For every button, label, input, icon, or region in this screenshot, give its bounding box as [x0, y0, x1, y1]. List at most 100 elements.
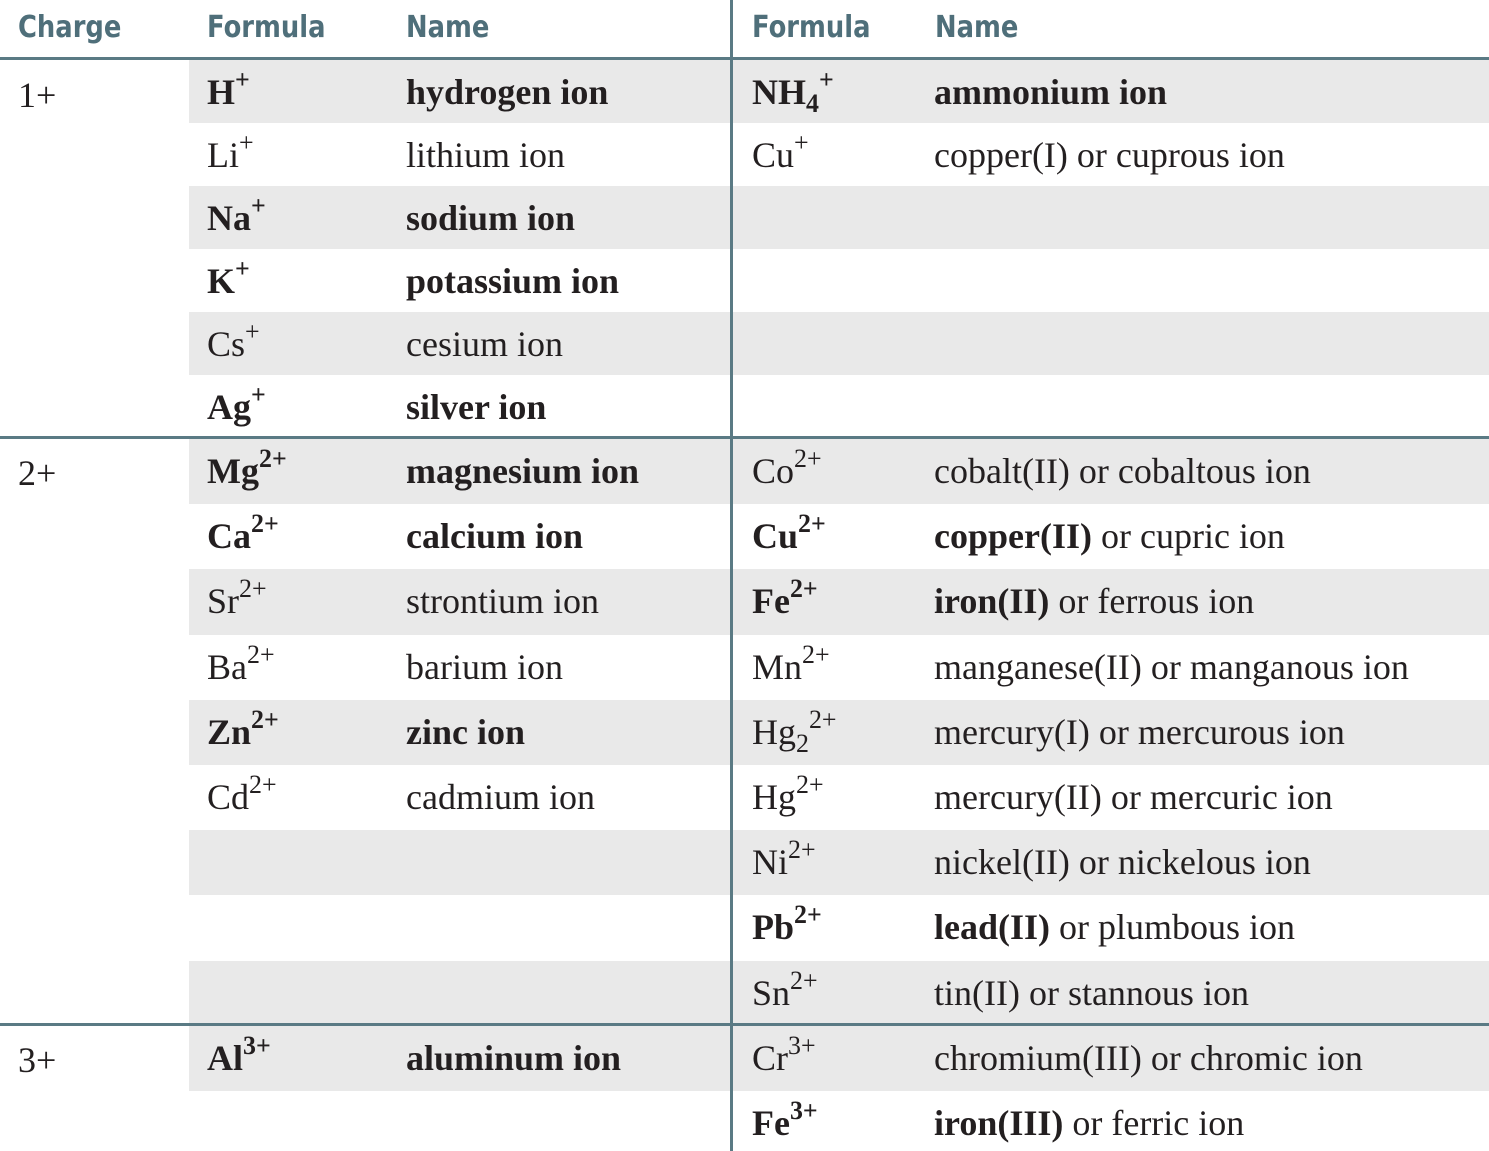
name-rest-part: or ferrous ion [1049, 581, 1255, 622]
right-name-cell: mercury(I) or mercurous ion [934, 714, 1345, 750]
charge-label: 1+ [18, 75, 57, 115]
header-name-left: Name [406, 10, 490, 45]
ion-charge-superscript: + [235, 253, 250, 283]
element-symbol: Ba [207, 646, 247, 687]
element-symbol: Mg [207, 451, 259, 491]
right-name-cell: nickel(II) or nickelous ion [934, 844, 1311, 880]
row-shade [189, 312, 730, 375]
right-name-cell: chromium(III) or chromic ion [934, 1040, 1363, 1076]
name-bold-part: lead(II) [934, 907, 1050, 948]
element-symbol: Co [752, 451, 795, 491]
right-name-cell: lead(II) or plumbous ion [934, 909, 1295, 945]
ion-formula: Cs+ [207, 318, 260, 364]
right-name-cell: manganese(II) or manganous ion [934, 649, 1409, 685]
right-name-cell: copper(II) or cupric ion [934, 518, 1285, 554]
element-symbol: Na [207, 198, 251, 238]
row-shade [189, 960, 730, 1026]
header-name-right: Name [935, 10, 1019, 45]
right-name-cell: iron(II) or ferrous ion [934, 583, 1254, 619]
name-rest-part: or cupric ion [1091, 516, 1285, 557]
left-name-cell: cadmium ion [406, 777, 595, 817]
ion-formula: H+ [207, 66, 250, 112]
element-symbol: Li [207, 135, 239, 175]
right-formula-cell: Cr3+ [752, 1032, 816, 1078]
row-shade [733, 960, 1489, 1026]
element-symbol: Cu [752, 516, 799, 557]
ion-charge-superscript: 2+ [249, 769, 277, 799]
ion-formula: Sr2+ [207, 576, 267, 621]
name-rest-part: tin(II) or stannous ion [934, 972, 1249, 1013]
element-symbol: Sn [752, 972, 791, 1013]
ion-charge-superscript: 2+ [251, 509, 279, 539]
element-symbol: Ca [207, 516, 251, 557]
row-shade [733, 699, 1489, 765]
right-name-cell: cobalt(II) or cobaltous ion [934, 453, 1311, 489]
element-symbol: Cd [207, 777, 250, 817]
ion-formula: Ba2+ [207, 641, 275, 687]
ion-charge-superscript: + [245, 316, 260, 346]
ion-formula: Ca2+ [207, 511, 279, 557]
ion-formula: Hg22+ [752, 706, 837, 756]
name-rest-part: chromium(III) or chromic ion [934, 1038, 1363, 1078]
element-symbol: NH [752, 72, 806, 112]
ion-charge-superscript: 2+ [802, 639, 830, 669]
left-name-cell: aluminum ion [406, 1038, 622, 1078]
ion-charge-superscript: 2+ [794, 443, 822, 473]
left-formula-cell: Mg2+ [207, 445, 287, 491]
charge-label: 3+ [18, 1040, 57, 1080]
name-rest-part: or plumbous ion [1050, 907, 1296, 948]
right-name-cell: tin(II) or stannous ion [934, 975, 1249, 1011]
ion-charge-superscript: 2+ [789, 574, 818, 604]
element-symbol: Zn [207, 711, 252, 752]
charge-label: 2+ [18, 453, 57, 493]
name-rest-part: mercury(II) or mercuric ion [934, 777, 1333, 817]
formula-subscript: 2 [796, 728, 809, 758]
header-formula-right: Formula [752, 10, 871, 45]
element-symbol: K [207, 261, 236, 301]
ion-charge-superscript: + [818, 64, 834, 94]
left-name-cell: barium ion [406, 646, 563, 687]
right-formula-cell: NH4+ [752, 66, 834, 116]
row-shade [733, 439, 1489, 505]
element-symbol: Ni [752, 842, 788, 883]
element-symbol: Mn [752, 646, 803, 687]
ion-formula: Cd2+ [207, 771, 277, 817]
ion-charge-superscript: + [251, 190, 266, 220]
left-formula-cell: Na+ [207, 192, 266, 238]
element-symbol: Cu [752, 135, 795, 175]
left-formula-cell: H+ [207, 66, 250, 112]
right-formula-cell: Pb2+ [752, 902, 822, 947]
right-formula-cell: Hg2+ [752, 771, 824, 815]
ion-formula: Mn2+ [752, 641, 830, 687]
right-name-cell: copper(I) or cuprous ion [934, 137, 1285, 173]
ion-formula: Mg2+ [207, 445, 287, 491]
right-formula-cell: Fe2+ [752, 576, 818, 622]
ion-charge-superscript: 2+ [788, 835, 816, 865]
element-symbol: Fe [752, 581, 790, 622]
ion-formula: Pb2+ [752, 902, 822, 947]
left-name-cell: lithium ion [406, 135, 566, 175]
ion-formula: Cu+ [752, 129, 809, 175]
ion-formula: Na+ [207, 192, 266, 238]
ion-charge-superscript: + [251, 379, 266, 409]
header-charge: Charge [18, 10, 122, 45]
ion-charge-superscript: 2+ [239, 574, 267, 604]
row-shade [733, 569, 1489, 635]
ion-charge-superscript: + [239, 127, 254, 157]
ion-formula: Cr3+ [752, 1032, 816, 1078]
left-formula-cell: Cs+ [207, 318, 260, 364]
element-symbol: Cr [752, 1038, 788, 1078]
right-name-cell: iron(III) or ferric ion [934, 1105, 1244, 1141]
ion-charge-superscript: 2+ [258, 443, 287, 473]
right-name-cell: mercury(II) or mercuric ion [934, 779, 1333, 815]
left-name-cell: calcium ion [406, 516, 583, 557]
ion-formula: Al3+ [207, 1032, 271, 1078]
row-shade [733, 1026, 1489, 1091]
right-formula-cell: Sn2+ [752, 967, 818, 1013]
element-symbol: H [207, 72, 236, 112]
left-name-cell: cesium ion [406, 324, 563, 364]
group-divider [0, 436, 1489, 439]
left-name-cell: strontium ion [406, 581, 600, 622]
name-bold-part: ammonium ion [934, 72, 1168, 112]
left-formula-cell: Cd2+ [207, 771, 277, 817]
